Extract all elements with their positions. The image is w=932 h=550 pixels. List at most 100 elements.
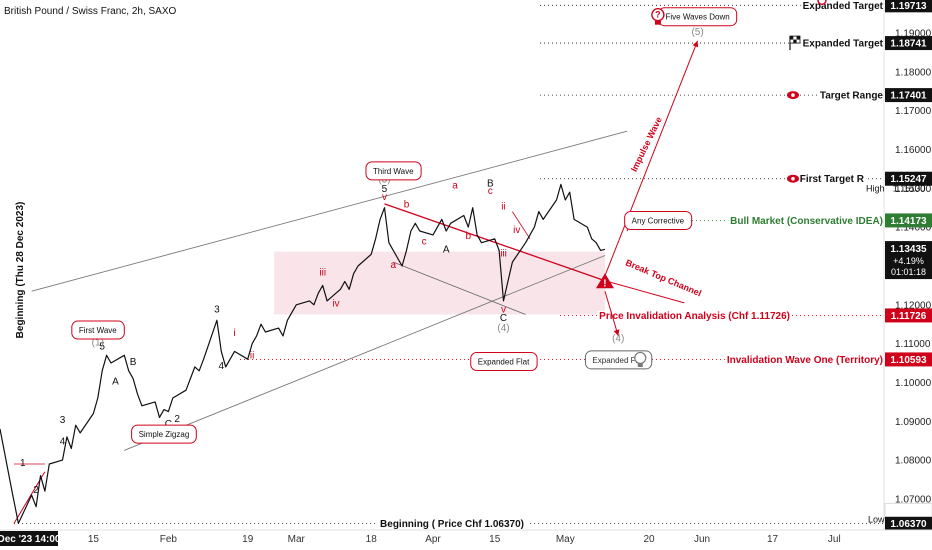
x-tick-3: 19	[242, 534, 254, 545]
callout-1: Simple Zigzag	[131, 424, 197, 444]
downside-arrow	[604, 291, 620, 337]
level-label-3: First Target R	[800, 174, 865, 185]
callout-4: Five Waves Down	[658, 7, 738, 27]
x-tick-4: Mar	[288, 534, 306, 545]
wave-label-13: i	[233, 328, 235, 339]
level-label-bg-1	[800, 38, 886, 50]
wave-label-6: A	[112, 376, 119, 387]
wave-label-12: 4	[219, 361, 225, 372]
x-tick-7: 15	[489, 534, 501, 545]
wave-label-34: (4)	[612, 334, 624, 345]
last-price-box: 1.13435+4.19%01:01:18	[885, 241, 932, 280]
search-icon	[817, 0, 827, 6]
wave-label-18: 5	[382, 184, 388, 195]
wave-label-24: a	[452, 180, 458, 191]
y-tick-7: 1.12000	[895, 300, 932, 311]
price-box-0: 1.19713	[885, 0, 932, 13]
wave-label-27: c	[488, 186, 493, 197]
svg-text:1.11726: 1.11726	[891, 311, 927, 322]
price-box-2: 1.17401	[885, 88, 932, 103]
warning-icon	[595, 273, 614, 289]
level-label-4: Bull Market (Conservative IDEA)	[730, 216, 883, 227]
callout-text-3: Expanded Flat	[478, 357, 530, 366]
price-box-5: 1.11726	[885, 308, 932, 323]
y-tick-1: 1.18000	[895, 67, 932, 78]
price-box-7: 1.06370	[885, 516, 932, 531]
level-label-1: Expanded Target	[803, 39, 884, 50]
price-box-1: 1.18741	[885, 36, 932, 51]
x-tick-9: 20	[644, 534, 656, 545]
svg-text:1.15247: 1.15247	[890, 174, 927, 185]
wave-label-15: iii	[319, 268, 326, 279]
flat-support-line	[393, 261, 526, 315]
wave-label-7: B	[130, 357, 137, 368]
level-label-bg-0	[800, 0, 886, 12]
wave-label-32: C	[500, 313, 507, 324]
consolidation-zone	[274, 251, 605, 315]
y-tick-4: 1.15000	[895, 184, 932, 195]
callout-2: Third Wave	[365, 161, 422, 181]
y-tick-9: 1.10000	[895, 378, 932, 389]
impulse-arrow	[604, 40, 699, 276]
wave-label-35: (5)	[691, 27, 703, 38]
callout-3: Expanded Flat	[470, 351, 538, 371]
wave-label-25: b	[465, 231, 471, 242]
level-label-bg-7	[377, 518, 527, 530]
x-tick-0: Dec '23 14:00	[0, 534, 61, 545]
idea-bulb-icon-glyph: ?	[655, 10, 661, 20]
warning-icon-glyph: !	[603, 278, 606, 289]
red-trend-line	[384, 203, 606, 282]
x-tick-6: Apr	[425, 534, 441, 545]
channel-lower-line	[124, 255, 606, 451]
callout-text-4: Five Waves Down	[666, 13, 730, 22]
wave-label-17: v	[382, 192, 387, 203]
x-tick-11: 17	[767, 534, 779, 545]
level-label-6: Invalidation Wave One (Territory)	[727, 355, 883, 366]
x-tick-2: Feb	[160, 534, 178, 545]
wave-label-10: 2	[174, 414, 180, 425]
level-label-2: Target Range	[820, 91, 884, 102]
last-price-value: 1.13435	[890, 244, 927, 255]
callout-5: Any Corrective	[624, 211, 693, 231]
svg-text:1.19713: 1.19713	[890, 1, 927, 12]
chart-title: British Pound / Swiss Franc, 2h, SAXO	[4, 6, 177, 17]
wave-iv-line	[512, 211, 531, 240]
y-tick-12: 1.07000	[895, 494, 932, 505]
channel-upper-line	[31, 130, 628, 292]
wave-label-0: 1	[20, 458, 26, 469]
level-label-bg-6	[724, 354, 885, 366]
wave-label-22: c	[422, 237, 427, 248]
wave-label-31: v	[501, 305, 506, 316]
wave-label-26: B	[487, 178, 494, 189]
y-tick-5: 1.14000	[895, 223, 932, 234]
price-line	[0, 183, 606, 525]
level-label-bg-3	[797, 174, 867, 186]
low-value-box: 1.06370	[884, 502, 932, 517]
wave-label-21: b	[404, 200, 410, 211]
callout-0: First Wave	[71, 320, 125, 340]
wave-label-11: 3	[214, 305, 220, 316]
flat-bulb-base	[637, 362, 643, 367]
wave-label-14: ii	[250, 350, 254, 361]
price-box-3: 1.15247	[885, 171, 932, 186]
callout-text-5: Any Corrective	[632, 217, 685, 226]
wave-label-33: (4)	[497, 323, 509, 334]
wave-label-30: iv	[513, 225, 520, 236]
level-label-bg-2	[817, 90, 886, 102]
x-tick-5: 18	[366, 534, 378, 545]
x-tick-10: Jun	[694, 534, 710, 545]
wave-label-3: 4	[60, 437, 66, 448]
high-value: 1.15130	[893, 183, 926, 193]
callout-text-1: Simple Zigzag	[139, 430, 190, 439]
wave-label-20: a	[391, 260, 397, 271]
y-tick-11: 1.08000	[895, 456, 932, 467]
x-tick-8: May	[556, 534, 575, 545]
svg-text:1.17401: 1.17401	[890, 91, 927, 102]
wave-label-28: ii	[501, 202, 505, 213]
wave-label-1: 2	[33, 485, 39, 496]
y-tick-10: 1.09000	[895, 417, 932, 428]
svg-text:1.06370: 1.06370	[890, 519, 927, 530]
idea-bulb-base	[654, 20, 661, 25]
svg-text:1.18741: 1.18741	[890, 39, 927, 50]
